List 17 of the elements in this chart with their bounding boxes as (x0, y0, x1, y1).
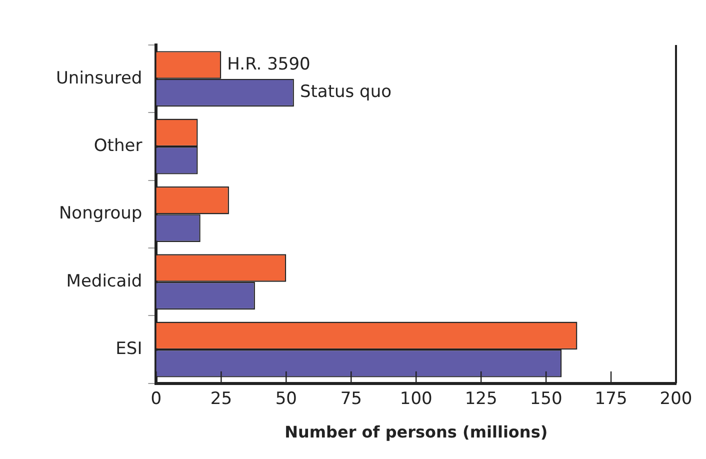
x-tick-label: 0 (150, 389, 162, 410)
x-tick-label: 175 (594, 389, 628, 410)
y-tick-label: Medicaid (66, 271, 142, 292)
x-tick-label: 200 (660, 389, 692, 410)
y-tick-label: Uninsured (56, 68, 142, 88)
y-tick-label: ESI (116, 338, 142, 359)
x-tick-label: 100 (400, 389, 432, 410)
y-tick-label: Other (94, 136, 142, 156)
x-tick-label: 150 (530, 389, 562, 410)
x-tick-label: 25 (210, 389, 232, 410)
x-tick-label: 75 (340, 389, 362, 410)
x-tick-label: 50 (275, 389, 297, 410)
y-tick-label: Nongroup (58, 204, 142, 224)
x-tick-label: 125 (464, 389, 498, 410)
x-axis-title: Number of persons (millions) (284, 422, 548, 442)
series-label: Status quo (300, 82, 392, 102)
series-label: H.R. 3590 (227, 54, 310, 74)
